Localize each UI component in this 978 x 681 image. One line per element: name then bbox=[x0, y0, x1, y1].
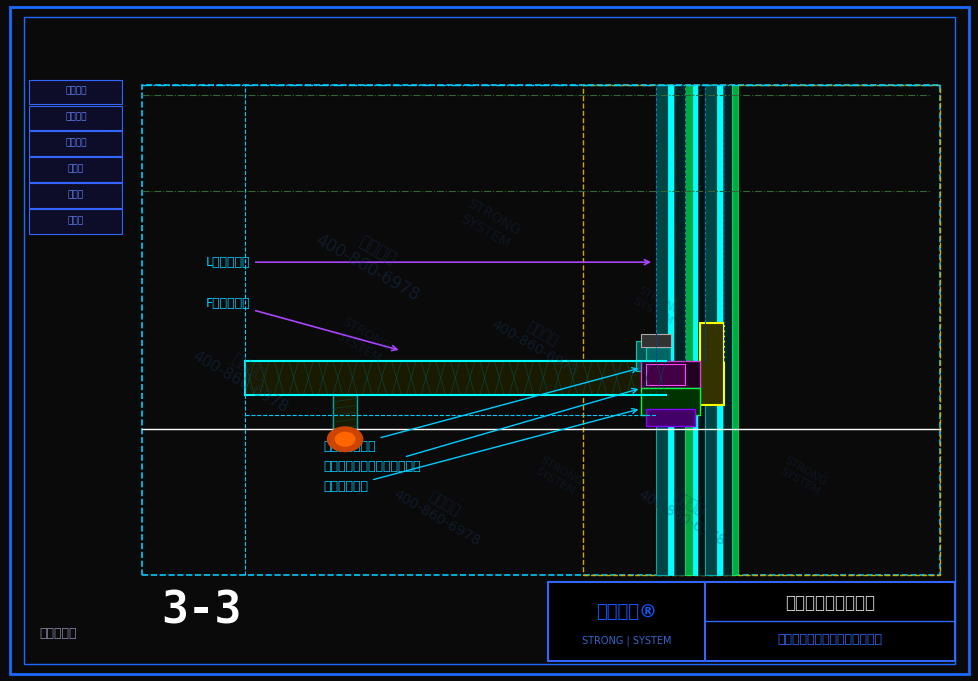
Text: 大跨度: 大跨度 bbox=[67, 164, 84, 174]
Text: 西创系统
400-860-6978: 西创系统 400-860-6978 bbox=[190, 334, 299, 415]
Text: 西创系统®: 西创系统® bbox=[596, 603, 656, 621]
Text: STRONG
SYSTEM: STRONG SYSTEM bbox=[456, 197, 522, 253]
Text: F型精制钢柱: F型精制钢柱 bbox=[205, 296, 396, 351]
Bar bbox=[641, 347, 670, 364]
Bar bbox=[697, 85, 707, 575]
Text: 阿那亚雾灵山图书馆: 阿那亚雾灵山图书馆 bbox=[784, 595, 873, 612]
Bar bbox=[704, 85, 716, 575]
Bar bbox=[244, 361, 665, 395]
Bar bbox=[667, 85, 673, 575]
Bar bbox=[548, 582, 954, 661]
Text: 3-3: 3-3 bbox=[161, 589, 242, 632]
Bar bbox=[29, 183, 122, 208]
Bar bbox=[685, 85, 692, 575]
Bar bbox=[641, 388, 699, 415]
Text: 铝合金型材端头: 铝合金型材端头 bbox=[323, 368, 637, 453]
Bar bbox=[641, 334, 670, 347]
Text: STRONG
SYSTEM: STRONG SYSTEM bbox=[332, 315, 392, 366]
Circle shape bbox=[334, 432, 354, 446]
Text: 西创系统
400-860-6978: 西创系统 400-860-6978 bbox=[635, 473, 734, 548]
Text: 公母螺栓（专利、连续栓接）: 公母螺栓（专利、连续栓接） bbox=[323, 388, 637, 473]
Bar bbox=[29, 131, 122, 156]
Text: 超级防腐: 超级防腐 bbox=[66, 138, 86, 148]
Text: 更纤细: 更纤细 bbox=[67, 216, 84, 225]
Bar bbox=[333, 395, 357, 429]
Bar bbox=[673, 85, 685, 575]
Text: 安全防火: 安全防火 bbox=[66, 86, 86, 96]
Bar bbox=[699, 323, 724, 405]
Text: STRONG | SYSTEM: STRONG | SYSTEM bbox=[581, 636, 671, 646]
Text: 西创系统
400-860-6978: 西创系统 400-860-6978 bbox=[311, 212, 432, 305]
Bar bbox=[29, 209, 122, 234]
Text: STRONG
SYSTEM: STRONG SYSTEM bbox=[532, 456, 583, 498]
Bar bbox=[582, 85, 939, 575]
Text: 橡胶隔热垫块: 橡胶隔热垫块 bbox=[323, 409, 637, 494]
Bar bbox=[716, 85, 722, 575]
Text: L型精制钢柱: L型精制钢柱 bbox=[205, 255, 648, 269]
Bar bbox=[655, 85, 667, 575]
Text: STRONG
SYSTEM: STRONG SYSTEM bbox=[777, 456, 827, 498]
Bar bbox=[636, 340, 645, 371]
Bar bbox=[29, 157, 122, 182]
Text: 西创系统
400-860-6978: 西创系统 400-860-6978 bbox=[488, 303, 588, 378]
Bar bbox=[645, 364, 685, 385]
Text: 环保节能: 环保节能 bbox=[66, 112, 86, 122]
Text: 西创金属科技（江苏）有限公司: 西创金属科技（江苏）有限公司 bbox=[777, 633, 881, 646]
Text: 西创系统
400-860-6978: 西创系统 400-860-6978 bbox=[390, 473, 490, 548]
Bar bbox=[142, 85, 939, 575]
Text: 专利产品！: 专利产品！ bbox=[39, 627, 76, 640]
Bar bbox=[645, 409, 694, 426]
Bar bbox=[29, 106, 122, 130]
Text: 大通透: 大通透 bbox=[67, 190, 84, 200]
Bar bbox=[692, 85, 697, 575]
Text: STRONG
SYSTEM: STRONG SYSTEM bbox=[630, 285, 681, 328]
Bar bbox=[641, 361, 699, 388]
Circle shape bbox=[327, 427, 362, 452]
Bar bbox=[722, 85, 732, 575]
Bar bbox=[732, 85, 737, 575]
Bar bbox=[29, 80, 122, 104]
